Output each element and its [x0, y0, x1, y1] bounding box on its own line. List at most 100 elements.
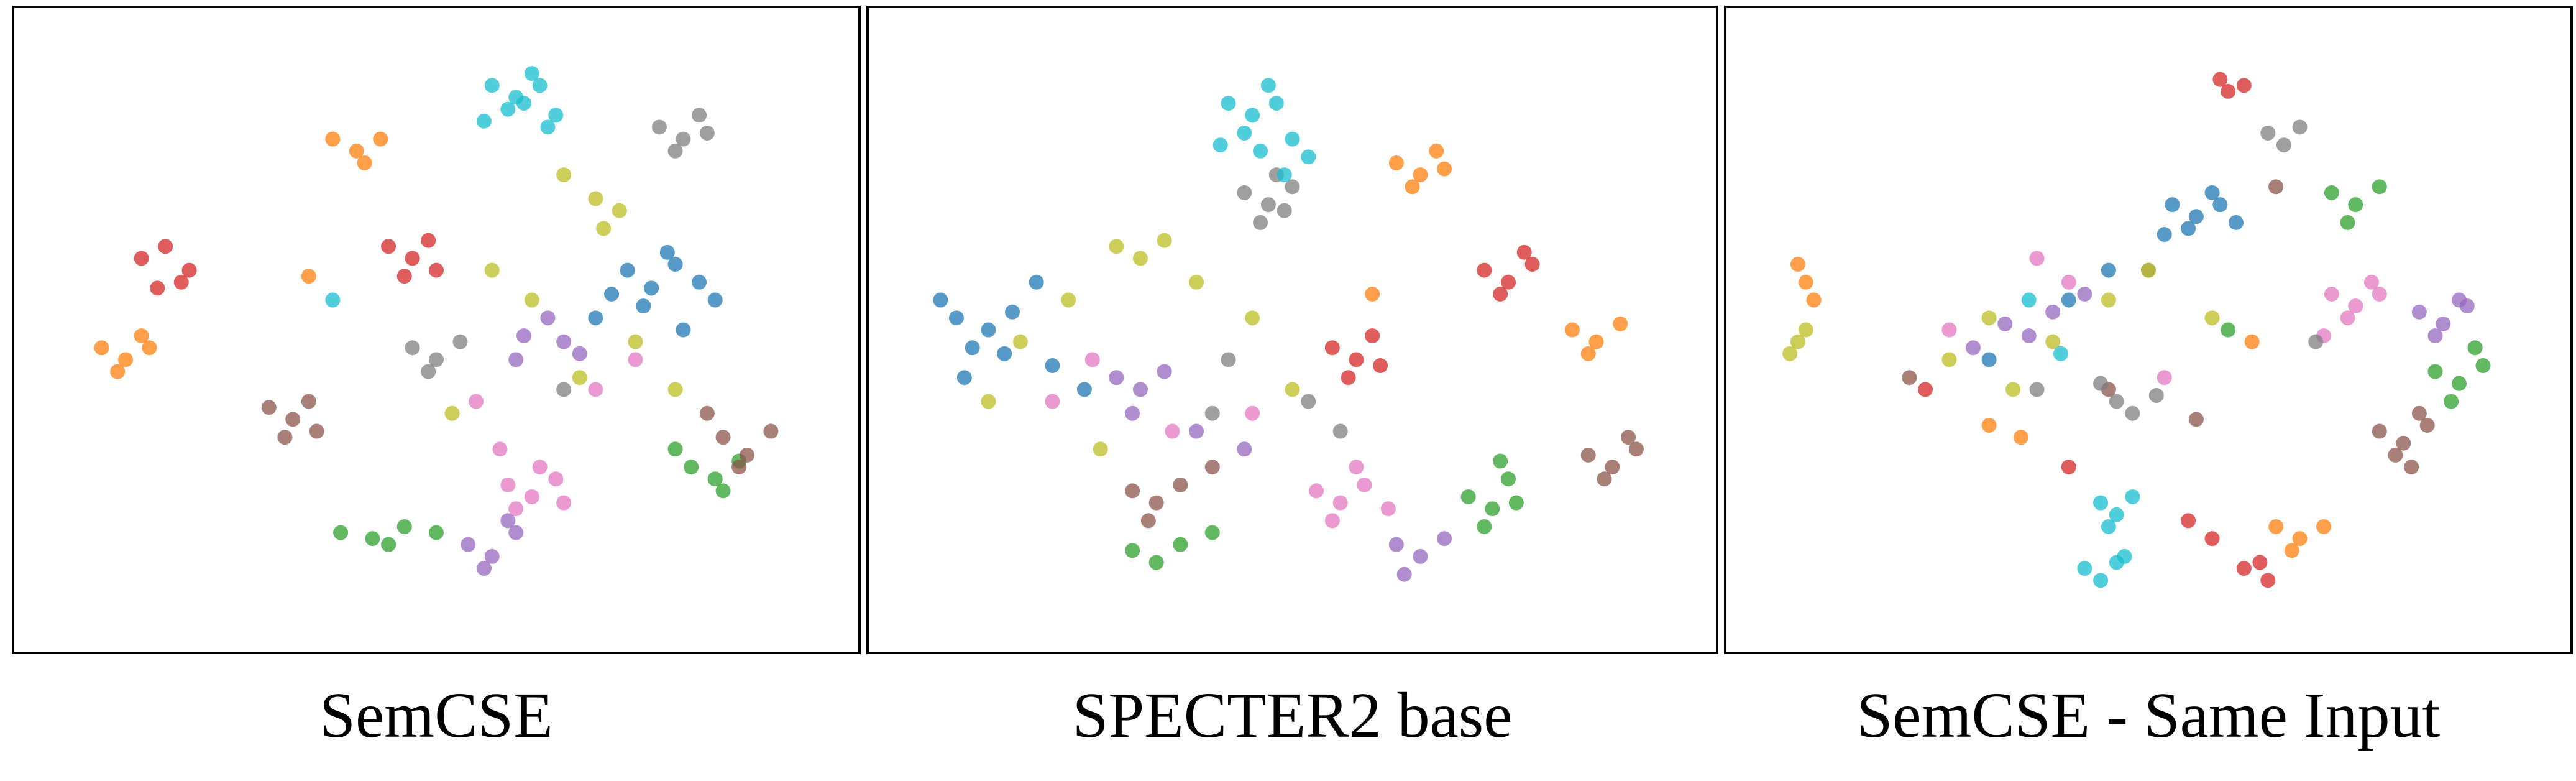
- point: [659, 244, 675, 260]
- point: [1125, 405, 1140, 421]
- point: [2093, 376, 2109, 391]
- point: [540, 119, 556, 135]
- point: [948, 310, 964, 326]
- point: [2029, 382, 2045, 397]
- point: [628, 352, 643, 367]
- point: [2284, 543, 2299, 558]
- point: [2260, 573, 2276, 588]
- point: [2061, 292, 2076, 308]
- point: [1437, 161, 1452, 177]
- point: [444, 405, 460, 421]
- point: [1388, 155, 1404, 170]
- point: [2045, 304, 2061, 320]
- point: [1277, 203, 1292, 218]
- point: [277, 430, 293, 445]
- point: [476, 113, 492, 129]
- point: [2141, 262, 2156, 278]
- point: [1260, 78, 1276, 93]
- point: [421, 364, 436, 379]
- point: [2324, 185, 2339, 200]
- point: [158, 239, 173, 254]
- point: [1798, 274, 1813, 290]
- point: [1173, 537, 1188, 552]
- point: [2292, 531, 2308, 547]
- point: [2404, 460, 2419, 475]
- point: [484, 78, 500, 93]
- point: [667, 143, 683, 159]
- point: [2244, 334, 2260, 349]
- point: [381, 239, 396, 254]
- point: [651, 119, 667, 135]
- point: [981, 322, 996, 338]
- panel-title: SPECTER2 base: [1073, 680, 1513, 751]
- point: [181, 262, 197, 278]
- point: [1588, 334, 1604, 349]
- point: [1477, 262, 1492, 278]
- point: [285, 412, 301, 427]
- point: [1245, 405, 1260, 421]
- point: [2419, 417, 2435, 433]
- point: [1357, 477, 1372, 492]
- point: [1132, 251, 1148, 266]
- point: [556, 495, 572, 511]
- point: [540, 310, 556, 326]
- point: [707, 292, 723, 308]
- point: [1148, 495, 1164, 511]
- point: [2268, 519, 2284, 534]
- point: [1157, 233, 1172, 248]
- point: [325, 131, 341, 147]
- point: [2411, 304, 2427, 320]
- point: [508, 501, 524, 517]
- point: [2204, 185, 2220, 200]
- point: [2260, 126, 2276, 141]
- point: [2372, 286, 2387, 302]
- point: [707, 471, 723, 487]
- point: [309, 423, 324, 439]
- point: [2444, 394, 2459, 409]
- point: [2165, 197, 2180, 213]
- point: [1429, 143, 1444, 159]
- point: [1806, 292, 1822, 308]
- point: [763, 423, 779, 439]
- point: [469, 394, 484, 409]
- point: [676, 322, 691, 338]
- point: [1790, 334, 1805, 349]
- point: [1285, 179, 1300, 195]
- point: [2101, 292, 2116, 308]
- point: [1157, 364, 1172, 379]
- point: [1061, 292, 1076, 308]
- point: [620, 262, 635, 278]
- point: [2204, 531, 2220, 547]
- point: [524, 292, 539, 308]
- point: [2188, 412, 2204, 427]
- point: [2109, 507, 2124, 522]
- panel-frame: [12, 6, 861, 654]
- point: [2363, 274, 2379, 290]
- point: [556, 167, 572, 183]
- point: [2157, 227, 2172, 243]
- point: [2181, 221, 2196, 236]
- point: [532, 78, 548, 93]
- point: [1981, 352, 1997, 367]
- point: [2396, 435, 2411, 451]
- point: [1477, 519, 1492, 534]
- point: [1084, 352, 1100, 367]
- point: [2236, 78, 2252, 93]
- point: [667, 382, 683, 397]
- point: [421, 233, 436, 248]
- point: [1245, 108, 1260, 123]
- point: [429, 525, 444, 540]
- point: [596, 221, 612, 236]
- point: [476, 561, 492, 576]
- point: [1285, 382, 1300, 397]
- point: [1268, 96, 1284, 111]
- point: [1204, 460, 1220, 475]
- point: [2077, 286, 2092, 302]
- point: [2101, 519, 2116, 534]
- point: [532, 460, 548, 475]
- point: [2148, 387, 2164, 403]
- point: [548, 108, 564, 123]
- point: [396, 519, 412, 534]
- point: [2061, 460, 2076, 475]
